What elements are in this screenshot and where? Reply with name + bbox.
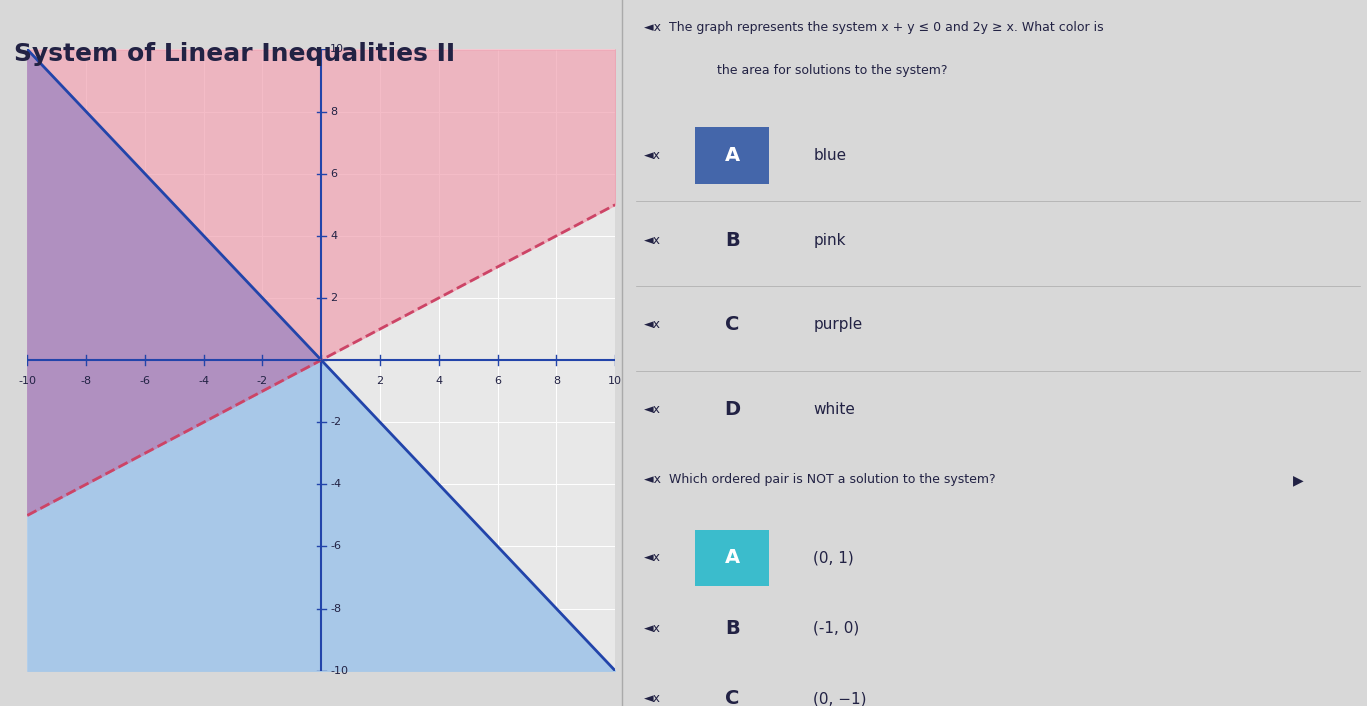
Text: -6: -6	[139, 376, 150, 385]
Text: -8: -8	[81, 376, 92, 385]
Text: 4: 4	[435, 376, 443, 385]
Text: A: A	[725, 146, 740, 164]
Text: -10: -10	[18, 376, 37, 385]
Text: B: B	[725, 619, 740, 638]
Text: 2: 2	[376, 376, 384, 385]
Text: -2: -2	[329, 417, 342, 427]
Text: 2: 2	[329, 293, 338, 303]
Text: blue: blue	[813, 148, 846, 163]
Text: -4: -4	[198, 376, 209, 385]
Text: A: A	[725, 549, 740, 567]
Text: 8: 8	[552, 376, 560, 385]
Text: B: B	[725, 231, 740, 249]
Text: ◄x: ◄x	[644, 149, 660, 162]
Text: (-1, 0): (-1, 0)	[813, 621, 860, 636]
Text: -6: -6	[329, 542, 340, 551]
Bar	[696, 530, 770, 586]
Text: -4: -4	[329, 479, 342, 489]
Bar	[696, 127, 770, 184]
Text: purple: purple	[813, 317, 863, 333]
Text: System of Linear Inequalities II: System of Linear Inequalities II	[14, 42, 455, 66]
Text: 6: 6	[493, 376, 502, 385]
Text: C: C	[725, 316, 740, 334]
Text: D: D	[725, 400, 740, 419]
Text: ◄x: ◄x	[644, 403, 660, 416]
Text: 10: 10	[329, 44, 344, 54]
Text: (0, 1): (0, 1)	[813, 550, 854, 566]
Text: 4: 4	[329, 231, 338, 241]
Text: 6: 6	[329, 169, 338, 179]
Text: (0, −1): (0, −1)	[813, 691, 867, 706]
Text: -2: -2	[257, 376, 268, 385]
Text: 8: 8	[329, 107, 338, 116]
Text: the area for solutions to the system?: the area for solutions to the system?	[718, 64, 947, 76]
Text: ◄x: ◄x	[644, 234, 660, 246]
Text: ◄x  The graph represents the system x + y ≤ 0 and 2y ≥ x. What color is: ◄x The graph represents the system x + y…	[644, 21, 1103, 34]
Text: ◄x: ◄x	[644, 551, 660, 564]
Text: -10: -10	[329, 666, 349, 676]
Text: ◄x: ◄x	[644, 622, 660, 635]
Text: pink: pink	[813, 232, 846, 248]
Text: white: white	[813, 402, 856, 417]
Text: ◄x: ◄x	[644, 693, 660, 705]
Text: ◄x: ◄x	[644, 318, 660, 331]
Text: C: C	[725, 690, 740, 706]
Text: ▶: ▶	[1293, 473, 1304, 487]
Text: ◄x  Which ordered pair is NOT a solution to the system?: ◄x Which ordered pair is NOT a solution …	[644, 473, 995, 486]
Text: 10: 10	[608, 376, 622, 385]
Text: -8: -8	[329, 604, 342, 614]
